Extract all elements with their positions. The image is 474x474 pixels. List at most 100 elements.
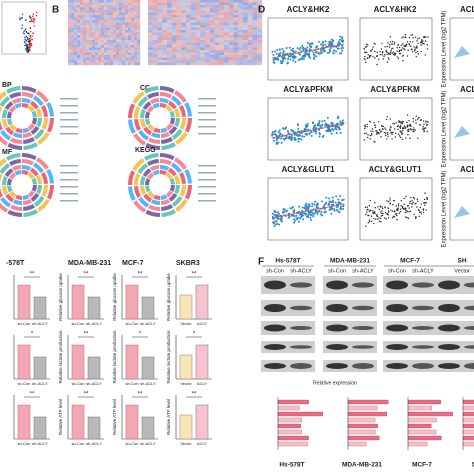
heatmap-cell bbox=[162, 35, 168, 38]
circos-segment bbox=[143, 193, 153, 203]
heatmap-cell bbox=[77, 60, 81, 63]
heatmap-cell bbox=[134, 20, 138, 23]
heatmap-cell bbox=[224, 62, 229, 66]
heatmap-cell bbox=[131, 47, 135, 51]
scatter-dot bbox=[277, 212, 280, 215]
heatmap-cell bbox=[98, 45, 102, 48]
scatter-dot bbox=[378, 133, 380, 135]
scatter-dot bbox=[385, 132, 387, 134]
quant-bar bbox=[407, 399, 441, 405]
heatmap-cell bbox=[107, 20, 111, 23]
heatmap-cell bbox=[101, 30, 105, 33]
heatmap-cell bbox=[228, 60, 234, 63]
heatmap-cell bbox=[214, 2, 220, 6]
volcano-dot bbox=[26, 44, 29, 46]
heatmap-cell bbox=[224, 10, 229, 13]
heatmap-cell bbox=[116, 42, 120, 46]
scatter-dot bbox=[287, 136, 290, 139]
heatmap-cell bbox=[89, 17, 93, 21]
circos-legend bbox=[60, 200, 78, 202]
heatmap-cell bbox=[98, 10, 102, 13]
circos-segment bbox=[15, 127, 23, 133]
heatmap-cell bbox=[131, 27, 135, 31]
heatmap-cell bbox=[152, 7, 158, 11]
heatmap-cell bbox=[71, 40, 75, 43]
volcano-dot bbox=[27, 38, 29, 41]
label: sh-Con bbox=[18, 381, 31, 386]
heatmap-cell bbox=[131, 0, 135, 3]
circos-segment bbox=[2, 175, 8, 186]
scatter-dot bbox=[330, 132, 333, 135]
heatmap-cell bbox=[181, 35, 187, 38]
scatter-dot bbox=[276, 58, 279, 61]
heatmap-cell bbox=[83, 32, 87, 36]
heatmap-cell bbox=[86, 62, 90, 66]
circos-segment bbox=[21, 165, 32, 171]
heatmap-cell bbox=[247, 60, 253, 63]
heatmap-cell bbox=[101, 20, 105, 23]
heatmap-cell bbox=[77, 0, 81, 3]
heatmap-cell bbox=[119, 17, 123, 21]
heatmap-cell bbox=[89, 22, 93, 26]
heatmap-cell bbox=[252, 27, 258, 31]
scatter-dot bbox=[403, 48, 405, 50]
heatmap-cell bbox=[77, 50, 81, 53]
circos-legend bbox=[198, 133, 216, 135]
heatmap-cell bbox=[131, 10, 135, 13]
heatmap-cell bbox=[233, 60, 239, 63]
axis-label: Relative glucose uptake bbox=[58, 273, 63, 321]
heatmap-cell bbox=[247, 35, 253, 38]
heatmap-cell bbox=[68, 10, 72, 13]
heatmap-cell bbox=[119, 47, 123, 51]
heatmap-cell bbox=[243, 35, 248, 38]
blot-strip bbox=[323, 360, 377, 372]
scatter-dot bbox=[305, 133, 308, 136]
heatmap-cell bbox=[157, 60, 163, 63]
scatter-dot bbox=[277, 131, 280, 134]
heatmap-cell bbox=[125, 12, 129, 16]
heatmap-cell bbox=[119, 25, 123, 28]
blot-strip bbox=[383, 321, 437, 335]
scatter-dot bbox=[364, 125, 366, 127]
heatmap-cell bbox=[214, 35, 220, 38]
heatmap-cell bbox=[89, 37, 93, 41]
heatmap-cell bbox=[134, 55, 138, 58]
heatmap-cell bbox=[86, 7, 90, 11]
blot-strip bbox=[323, 300, 377, 316]
heatmap-cell bbox=[205, 57, 210, 61]
heatmap-cell bbox=[209, 17, 215, 21]
scatter-dot bbox=[384, 54, 386, 56]
heatmap-cell bbox=[148, 7, 153, 11]
label: ** bbox=[30, 272, 35, 278]
scatter-dot bbox=[288, 52, 291, 55]
scatter-dot bbox=[382, 51, 384, 53]
heatmap-cell bbox=[200, 47, 206, 51]
heatmap-cell bbox=[125, 35, 129, 38]
bar bbox=[125, 344, 139, 380]
blot-strip bbox=[261, 300, 315, 316]
scatter-dot bbox=[296, 130, 299, 133]
heatmap-cell bbox=[195, 55, 201, 58]
heatmap-cell bbox=[205, 10, 210, 13]
circos-segment bbox=[160, 198, 170, 205]
heatmap-cell bbox=[68, 35, 72, 38]
scatter-dot bbox=[388, 44, 391, 46]
heatmap-cell bbox=[89, 12, 93, 16]
heatmap-cell bbox=[95, 60, 99, 63]
heatmap-cell bbox=[176, 20, 182, 23]
heatmap-cell bbox=[219, 35, 225, 38]
circos-segment bbox=[128, 119, 136, 134]
heatmap-cell bbox=[74, 7, 78, 11]
scatter-frame bbox=[359, 97, 433, 161]
blot-band bbox=[352, 305, 374, 311]
axis-label: Relative lactate production bbox=[166, 330, 171, 384]
heatmap-cell bbox=[233, 45, 239, 48]
heatmap-cell bbox=[119, 30, 123, 33]
volcano-dot bbox=[32, 13, 35, 15]
heatmap-cell bbox=[148, 47, 153, 51]
volcano-dot bbox=[25, 19, 27, 21]
scatter-dot bbox=[380, 220, 382, 223]
heatmap-cell bbox=[152, 50, 158, 53]
heatmap-cell bbox=[110, 42, 114, 46]
heatmap-cell bbox=[119, 37, 123, 41]
